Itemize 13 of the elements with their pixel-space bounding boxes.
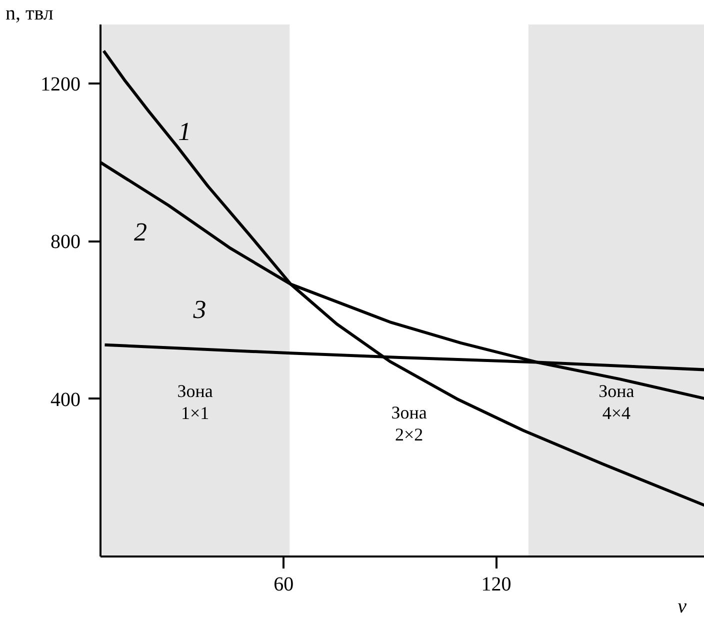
x-tick-label: 120 — [481, 574, 512, 596]
band-label: Зона 1×1 — [177, 381, 213, 424]
y-tick-label: 800 — [50, 231, 80, 254]
x-tick-label: 60 — [274, 574, 294, 596]
series-label: 3 — [192, 294, 206, 324]
x-axis-title: v — [678, 596, 687, 617]
y-axis-title: n, твл — [6, 2, 54, 24]
series-label: 2 — [134, 217, 148, 246]
y-tick-label: 400 — [50, 388, 80, 411]
band-label: Зона 4×4 — [598, 381, 634, 424]
y-tick-label: 1200 — [40, 74, 80, 96]
annotation: Зона 2×2 — [391, 402, 427, 444]
series-label: 1 — [178, 117, 192, 146]
